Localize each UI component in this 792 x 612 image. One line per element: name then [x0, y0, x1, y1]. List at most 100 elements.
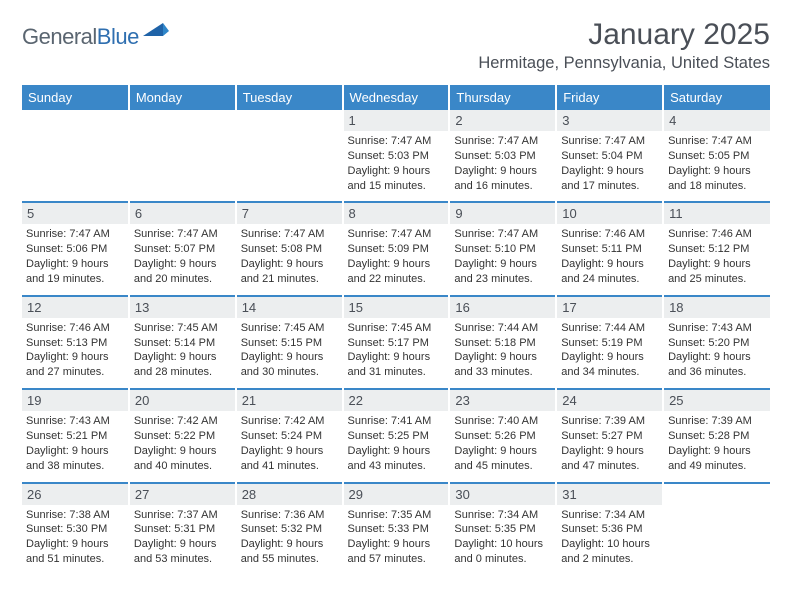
daylight-line: Daylight: 10 hours and 0 minutes.: [454, 537, 551, 567]
sunrise-line: Sunrise: 7:40 AM: [454, 414, 551, 429]
daylight-line: Daylight: 9 hours and 34 minutes.: [561, 350, 658, 380]
sunset-line: Sunset: 5:33 PM: [348, 522, 445, 537]
day-number: 15: [344, 297, 449, 318]
daylight-line: Daylight: 9 hours and 17 minutes.: [561, 164, 658, 194]
daylight-line: Daylight: 9 hours and 18 minutes.: [668, 164, 766, 194]
day-details: Sunrise: 7:34 AMSunset: 5:36 PMDaylight:…: [557, 505, 662, 575]
day-details: Sunrise: 7:35 AMSunset: 5:33 PMDaylight:…: [344, 505, 449, 575]
day-number: 28: [237, 484, 342, 505]
day-details: Sunrise: 7:45 AMSunset: 5:17 PMDaylight:…: [344, 318, 449, 388]
sunrise-line: Sunrise: 7:43 AM: [26, 414, 124, 429]
day-number: 5: [22, 203, 128, 224]
daylight-line: Daylight: 9 hours and 38 minutes.: [26, 444, 124, 474]
calendar-cell: 20Sunrise: 7:42 AMSunset: 5:22 PMDayligh…: [129, 389, 236, 482]
sunset-line: Sunset: 5:19 PM: [561, 336, 658, 351]
sunset-line: Sunset: 5:32 PM: [241, 522, 338, 537]
sunset-line: Sunset: 5:06 PM: [26, 242, 124, 257]
sunrise-line: Sunrise: 7:39 AM: [561, 414, 658, 429]
sunset-line: Sunset: 5:26 PM: [454, 429, 551, 444]
day-number: 21: [237, 390, 342, 411]
day-details: Sunrise: 7:45 AMSunset: 5:15 PMDaylight:…: [237, 318, 342, 388]
calendar-cell: 9Sunrise: 7:47 AMSunset: 5:10 PMDaylight…: [449, 202, 556, 295]
weekday-header: Thursday: [449, 85, 556, 110]
daylight-line: Daylight: 9 hours and 33 minutes.: [454, 350, 551, 380]
day-details: Sunrise: 7:45 AMSunset: 5:14 PMDaylight:…: [130, 318, 235, 388]
sunrise-line: Sunrise: 7:47 AM: [348, 227, 445, 242]
daylight-line: Daylight: 9 hours and 31 minutes.: [348, 350, 445, 380]
day-details: [22, 130, 128, 190]
day-details: Sunrise: 7:47 AMSunset: 5:03 PMDaylight:…: [450, 131, 555, 201]
calendar-cell: 1Sunrise: 7:47 AMSunset: 5:03 PMDaylight…: [343, 110, 450, 202]
sunrise-line: Sunrise: 7:47 AM: [561, 134, 658, 149]
sunrise-line: Sunrise: 7:38 AM: [26, 508, 124, 523]
daylight-line: Daylight: 9 hours and 27 minutes.: [26, 350, 124, 380]
calendar-cell: 5Sunrise: 7:47 AMSunset: 5:06 PMDaylight…: [22, 202, 129, 295]
calendar-row: 5 Sunrise: 7:47 AM Sunset: 5:06 PM Daylight…: [22, 202, 770, 295]
day-details: Sunrise: 7:42 AMSunset: 5:24 PMDaylight:…: [237, 411, 342, 481]
day-number: 29: [344, 484, 449, 505]
day-details: Sunrise: 7:47 AMSunset: 5:05 PMDaylight:…: [664, 131, 770, 201]
calendar-cell: [129, 110, 236, 202]
brand-logo: GeneralBlue: [22, 24, 169, 50]
day-number: 8: [344, 203, 449, 224]
weekday-header: Wednesday: [343, 85, 450, 110]
daylight-line: Daylight: 9 hours and 20 minutes.: [134, 257, 231, 287]
sunrise-line: Sunrise: 7:46 AM: [668, 227, 766, 242]
sunset-line: Sunset: 5:10 PM: [454, 242, 551, 257]
day-number: 20: [130, 390, 235, 411]
day-details: [237, 130, 342, 190]
day-number: 7: [237, 203, 342, 224]
day-details: Sunrise: 7:46 AMSunset: 5:11 PMDaylight:…: [557, 224, 662, 294]
calendar-cell: [236, 110, 343, 202]
sunrise-line: Sunrise: 7:45 AM: [348, 321, 445, 336]
daylight-line: Daylight: 9 hours and 15 minutes.: [348, 164, 445, 194]
calendar-cell: 10Sunrise: 7:46 AMSunset: 5:11 PMDayligh…: [556, 202, 663, 295]
day-number: 1: [344, 110, 449, 131]
calendar-cell: 16Sunrise: 7:44 AMSunset: 5:18 PMDayligh…: [449, 296, 556, 389]
sunset-line: Sunset: 5:12 PM: [668, 242, 766, 257]
day-number: 23: [450, 390, 555, 411]
day-number: 26: [22, 484, 128, 505]
daylight-line: Daylight: 9 hours and 41 minutes.: [241, 444, 338, 474]
sunrise-line: Sunrise: 7:45 AM: [134, 321, 231, 336]
brand-name-a: General: [22, 24, 97, 49]
sunset-line: Sunset: 5:36 PM: [561, 522, 658, 537]
daylight-line: Daylight: 9 hours and 57 minutes.: [348, 537, 445, 567]
calendar-cell: 19Sunrise: 7:43 AMSunset: 5:21 PMDayligh…: [22, 389, 129, 482]
sunset-line: Sunset: 5:09 PM: [348, 242, 445, 257]
weekday-header: Tuesday: [236, 85, 343, 110]
sunrise-line: Sunrise: 7:41 AM: [348, 414, 445, 429]
sunset-line: Sunset: 5:08 PM: [241, 242, 338, 257]
sunrise-line: Sunrise: 7:44 AM: [561, 321, 658, 336]
location-line: Hermitage, Pennsylvania, United States: [478, 54, 770, 73]
sunset-line: Sunset: 5:07 PM: [134, 242, 231, 257]
day-number: [22, 110, 128, 130]
sunset-line: Sunset: 5:31 PM: [134, 522, 231, 537]
sunrise-line: Sunrise: 7:44 AM: [454, 321, 551, 336]
brand-mark-icon: [143, 20, 169, 43]
calendar-table: Sunday Monday Tuesday Wednesday Thursday…: [22, 85, 770, 575]
day-number: 31: [557, 484, 662, 505]
sunset-line: Sunset: 5:11 PM: [561, 242, 658, 257]
daylight-line: Daylight: 9 hours and 40 minutes.: [134, 444, 231, 474]
sunrise-line: Sunrise: 7:47 AM: [668, 134, 766, 149]
day-number: 17: [557, 297, 662, 318]
calendar-cell: 7Sunrise: 7:47 AMSunset: 5:08 PMDaylight…: [236, 202, 343, 295]
sunrise-line: Sunrise: 7:42 AM: [241, 414, 338, 429]
day-number: 14: [237, 297, 342, 318]
weekday-header: Sunday: [22, 85, 129, 110]
sunset-line: Sunset: 5:18 PM: [454, 336, 551, 351]
day-details: Sunrise: 7:43 AMSunset: 5:21 PMDaylight:…: [22, 411, 128, 481]
day-details: Sunrise: 7:34 AMSunset: 5:35 PMDaylight:…: [450, 505, 555, 575]
sunset-line: Sunset: 5:13 PM: [26, 336, 124, 351]
sunrise-line: Sunrise: 7:43 AM: [668, 321, 766, 336]
day-number: 18: [664, 297, 770, 318]
calendar-cell: 30Sunrise: 7:34 AMSunset: 5:35 PMDayligh…: [449, 483, 556, 575]
day-details: Sunrise: 7:47 AMSunset: 5:04 PMDaylight:…: [557, 131, 662, 201]
sunrise-line: Sunrise: 7:47 AM: [134, 227, 231, 242]
daylight-line: Daylight: 10 hours and 2 minutes.: [561, 537, 658, 567]
day-details: Sunrise: 7:47 AMSunset: 5:07 PMDaylight:…: [130, 224, 235, 294]
day-number: 3: [557, 110, 662, 131]
weekday-header: Monday: [129, 85, 236, 110]
calendar-cell: 2Sunrise: 7:47 AMSunset: 5:03 PMDaylight…: [449, 110, 556, 202]
